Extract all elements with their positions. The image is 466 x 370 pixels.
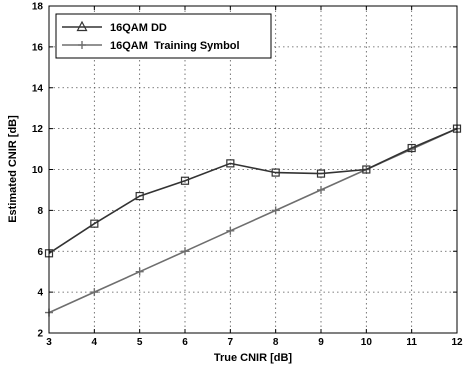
series-line xyxy=(48,127,458,254)
y-tick-label: 2 xyxy=(37,329,43,340)
plot-border xyxy=(48,5,458,334)
x-tick-label: 10 xyxy=(361,337,373,348)
data-point xyxy=(226,159,235,168)
data-point xyxy=(181,247,189,256)
x-tick-label: 6 xyxy=(182,337,188,348)
x-tick-label: 4 xyxy=(92,337,98,348)
data-point xyxy=(316,169,326,178)
legend-marker xyxy=(78,41,86,49)
x-tick-label: 3 xyxy=(46,337,52,348)
y-tick-label: 12 xyxy=(32,124,44,135)
y-tick-label: 18 xyxy=(32,2,44,13)
legend-label: 16QAM Training Symbol xyxy=(110,40,240,52)
y-tick-label: 4 xyxy=(37,288,43,299)
y-tick-label: 6 xyxy=(37,247,43,258)
data-point xyxy=(226,226,235,235)
x-tick-label: 7 xyxy=(228,337,234,348)
data-point xyxy=(407,143,416,153)
axis-ticks: 3 4 5 6 7 8 9 10 11 12 2 4 6 8 10 12 14 16 18 xyxy=(32,2,463,349)
y-tick-label: 8 xyxy=(37,206,43,217)
y-tick-label: 10 xyxy=(32,165,44,176)
data-point xyxy=(180,176,190,185)
data-point xyxy=(271,206,280,215)
data-point xyxy=(135,191,144,201)
legend: 16QAM DD 16QAM Training Symbol xyxy=(55,13,272,59)
x-tick-label: 11 xyxy=(406,337,417,348)
data-point xyxy=(362,165,371,174)
x-tick-label: 8 xyxy=(273,337,279,348)
x-tick-label: 12 xyxy=(451,337,463,348)
y-tick-label: 16 xyxy=(32,42,44,53)
y-tick-label: 14 xyxy=(32,83,44,94)
data-point xyxy=(135,267,144,276)
legend-label: 16QAM DD xyxy=(110,22,167,34)
x-tick-label: 9 xyxy=(318,337,324,348)
x-axis-label: True CNIR [dB] xyxy=(214,352,293,364)
legend-marker xyxy=(76,20,88,32)
data-point xyxy=(271,168,280,177)
y-axis-label: Estimated CNIR [dB] xyxy=(7,115,19,223)
legend-box xyxy=(55,13,272,59)
data-point xyxy=(90,288,99,297)
x-tick-label: 5 xyxy=(137,337,143,348)
data-point xyxy=(90,219,99,228)
data-point xyxy=(317,185,325,194)
